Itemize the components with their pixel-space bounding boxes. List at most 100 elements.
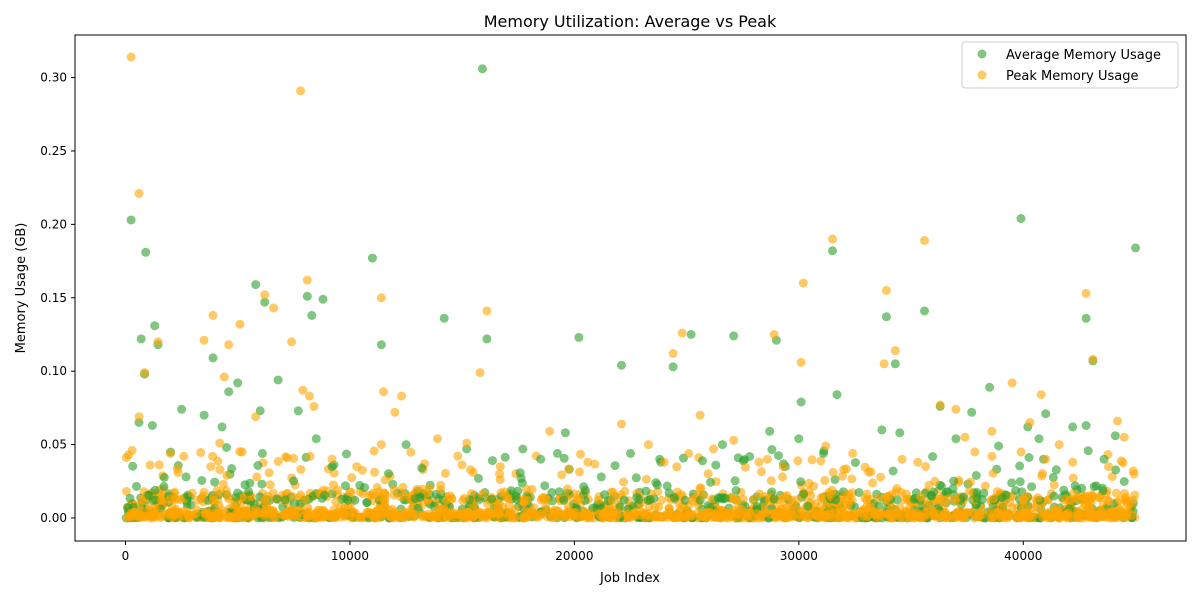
scatter-point: [157, 495, 167, 505]
scatter-point: [730, 495, 740, 505]
scatter-point: [280, 495, 290, 505]
peak-memory-point: [305, 391, 314, 401]
peak-memory-point: [235, 319, 245, 329]
scatter-point: [289, 476, 299, 486]
scatter-point: [767, 445, 777, 454]
scatter-point: [576, 449, 585, 459]
scatter-point: [949, 476, 959, 486]
scatter-point: [926, 491, 936, 501]
scatter-point: [891, 487, 901, 497]
average-memory-point: [1099, 454, 1109, 464]
average-memory-point: [439, 313, 449, 323]
average-memory-point: [881, 312, 891, 322]
scatter-point: [200, 509, 210, 519]
scatter-point: [362, 497, 372, 507]
scatter-point: [261, 495, 271, 505]
scatter-point: [687, 495, 697, 505]
peak-memory-point: [327, 454, 337, 464]
scatter-point: [1103, 495, 1112, 505]
scatter-point: [273, 457, 283, 466]
y-tick-label: 0.30: [40, 71, 67, 85]
peak-memory-point: [839, 465, 849, 474]
average-memory-point: [482, 334, 492, 344]
scatter-point: [671, 513, 681, 523]
scatter-point: [568, 493, 578, 503]
scatter-point: [252, 509, 262, 519]
average-memory-point: [819, 448, 828, 458]
scatter-point: [809, 481, 819, 491]
scatter-point: [754, 457, 764, 467]
scatter-point: [847, 474, 857, 484]
average-memory-point: [1081, 421, 1091, 430]
scatter-point: [600, 490, 610, 500]
scatter-point: [1033, 493, 1043, 503]
peak-memory-point: [433, 434, 442, 444]
scatter-point: [136, 510, 146, 520]
scatter-point: [738, 494, 748, 504]
scatter-point: [632, 492, 642, 502]
legend: Average Memory Usage Peak Memory Usage: [961, 41, 1179, 89]
peak-memory-point: [659, 457, 669, 467]
legend-label-average: Average Memory Usage: [1006, 48, 1161, 63]
plot-area-frame: [74, 34, 1187, 542]
scatter-point: [365, 490, 375, 500]
scatter-point: [986, 507, 996, 517]
average-memory-point: [794, 434, 804, 444]
average-memory-point: [729, 331, 739, 341]
average-memory-point: [147, 421, 157, 430]
scatter-point: [1062, 509, 1072, 519]
peak-memory-point: [390, 407, 400, 417]
average-memory-point: [401, 440, 411, 450]
scatter-point: [1052, 512, 1062, 522]
scatter-point: [958, 492, 968, 502]
peak-memory-point: [960, 432, 970, 442]
scatter-point: [1007, 478, 1017, 488]
scatter-point: [372, 482, 382, 492]
scatter-point: [1094, 493, 1104, 503]
average-memory-point: [341, 481, 350, 491]
scatter-point: [1021, 508, 1031, 518]
scatter-point: [915, 492, 925, 502]
scatter-point: [851, 508, 860, 518]
scatter-point: [389, 484, 399, 494]
scatter-point: [154, 460, 164, 470]
scatter-point: [816, 456, 826, 466]
scatter-point: [128, 461, 138, 471]
peak-memory-point: [134, 189, 144, 198]
scatter-point: [380, 475, 390, 485]
scatter-point: [241, 509, 251, 519]
peak-memory-point: [695, 410, 705, 420]
scatter-point: [445, 491, 455, 501]
peak-memory-point: [309, 401, 319, 411]
scatter-point: [766, 476, 776, 486]
scatter-point: [199, 487, 209, 497]
average-memory-point: [536, 454, 546, 464]
scatter-point: [651, 478, 661, 488]
scatter-point: [197, 476, 207, 485]
scatter-point: [793, 456, 803, 466]
scatter-point: [175, 508, 184, 518]
scatter-point: [575, 494, 585, 504]
scatter-point: [951, 495, 960, 505]
scatter-point: [830, 475, 840, 485]
scatter-point: [173, 468, 183, 478]
scatter-point: [1065, 495, 1075, 505]
scatter-point: [150, 495, 160, 505]
average-memory-point: [318, 294, 328, 304]
scatter-point: [386, 512, 396, 521]
scatter-point: [495, 469, 505, 479]
scatter-point: [717, 493, 726, 503]
scatter-point: [515, 468, 525, 478]
scatter-point: [215, 465, 225, 475]
peak-memory-point: [1036, 390, 1046, 400]
scatter-point: [626, 511, 636, 521]
average-memory-point: [718, 440, 727, 450]
scatter-point: [238, 493, 247, 502]
scatter-point: [409, 509, 419, 519]
average-memory-point: [711, 460, 721, 470]
peak-memory-point: [935, 400, 945, 410]
average-memory-point: [1110, 431, 1120, 441]
scatter-point: [864, 510, 874, 520]
average-memory-point: [208, 353, 218, 363]
scatter-point: [356, 512, 366, 522]
